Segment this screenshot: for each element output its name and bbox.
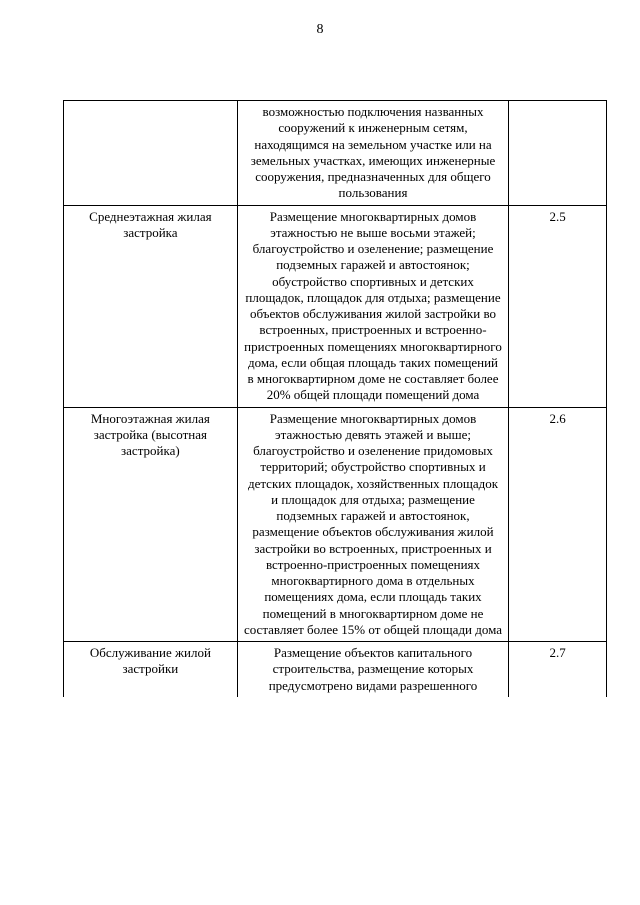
cell-description: Размещение многоквартирных домов этажнос… (237, 205, 509, 407)
cell-description: возможностью подключения названных соору… (237, 101, 509, 206)
table-row: Обслуживание жилой застройки Размещение … (64, 642, 607, 697)
page-number: 8 (0, 0, 640, 38)
table-row: Среднеэтажная жилая застройка Размещение… (64, 205, 607, 407)
main-table-wrapper: возможностью подключения названных соору… (63, 100, 607, 905)
table-row: возможностью подключения названных соору… (64, 101, 607, 206)
cell-name: Обслуживание жилой застройки (64, 642, 238, 697)
cell-code: 2.5 (509, 205, 607, 407)
cell-name: Многоэтажная жилая застройка (высотная з… (64, 407, 238, 642)
cell-description: Размещение объектов капитального строите… (237, 642, 509, 697)
cell-name (64, 101, 238, 206)
cell-code (509, 101, 607, 206)
cell-name: Среднеэтажная жилая застройка (64, 205, 238, 407)
cell-code: 2.7 (509, 642, 607, 697)
cell-code: 2.6 (509, 407, 607, 642)
cell-description: Размещение многоквартирных домов этажнос… (237, 407, 509, 642)
main-table: возможностью подключения названных соору… (63, 100, 607, 697)
table-row: Многоэтажная жилая застройка (высотная з… (64, 407, 607, 642)
